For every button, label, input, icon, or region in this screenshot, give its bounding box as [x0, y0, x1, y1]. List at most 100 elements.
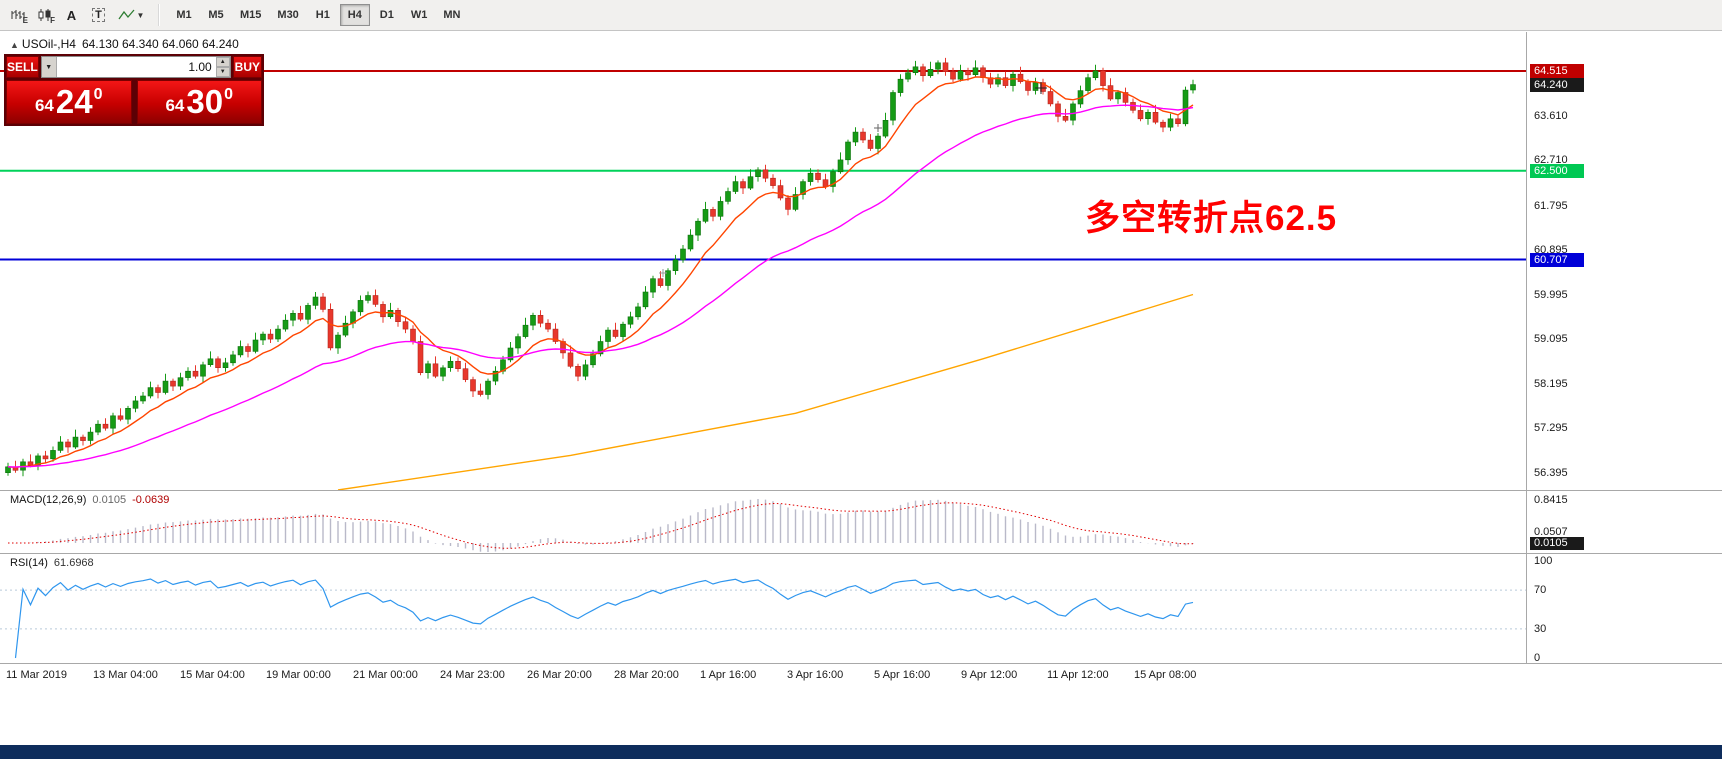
volume-dropdown-button[interactable]: ▼ [41, 57, 57, 77]
price-tick: 60.895 [1534, 244, 1568, 256]
rsi-canvas [0, 578, 1526, 659]
ask-price-prefix: 64 [165, 96, 185, 115]
price-chart[interactable]: ▲ USOil-,H4 64.130 64.340 64.060 64.240 SE… [0, 32, 1527, 490]
macd-value-badge: 0.0105 [1530, 537, 1584, 550]
timeframe-w1-button[interactable]: W1 [404, 4, 435, 26]
text-tool-button[interactable]: T [85, 3, 112, 27]
macd-axis[interactable]: 0.8415 0.0507 0.0105 [1528, 491, 1722, 553]
hline-price-badge: 60.707 [1530, 253, 1584, 267]
bar-chart-button[interactable]: E [4, 3, 31, 27]
time-label: 11 Mar 2019 [6, 669, 67, 681]
time-axis[interactable]: 11 Mar 2019 13 Mar 04:00 15 Mar 04:00 19… [0, 663, 1722, 689]
hline-price-badge: 64.515 [1530, 64, 1584, 78]
toolbar: E F A T ▼ M1 M5 M15 M30 H1 H4 [0, 0, 1722, 31]
time-label: 24 Mar 23:00 [440, 669, 505, 681]
price-tick: 56.395 [1534, 467, 1568, 479]
price-axis[interactable]: 64.515 64.240 62.500 60.707 63.610 62.71… [1528, 32, 1722, 490]
price-tick: 58.195 [1534, 378, 1568, 390]
volume-stepper: ▲ ▼ [215, 57, 230, 77]
symbol-ohlc-header: ▲ USOil-,H4 64.130 64.340 64.060 64.240 [10, 37, 239, 51]
chart-annotation-text: 多空转折点62.5 [1085, 199, 1338, 238]
hline-price-badge: 62.500 [1530, 164, 1584, 178]
volume-decrease-button[interactable]: ▼ [215, 67, 230, 77]
rsi-label: RSI(14) 61.6968 [10, 557, 94, 569]
timeframe-h1-button[interactable]: H1 [308, 4, 338, 26]
price-tick: 57.295 [1534, 422, 1568, 434]
candlestick-chart-button[interactable]: F [31, 3, 58, 27]
macd-axis-top: 0.8415 [1534, 494, 1568, 506]
rsi-chart[interactable]: RSI(14) 61.6968 [0, 554, 1527, 663]
indicator-zigzag-icon [118, 9, 135, 20]
candlestick-chart-canvas [0, 57, 1526, 490]
taskbar-strip [0, 745, 1722, 759]
price-tick: 63.610 [1534, 110, 1568, 122]
macd-canvas [8, 499, 1194, 552]
rsi-tick: 0 [1534, 652, 1541, 664]
toolbar-separator [158, 4, 160, 26]
time-label: 19 Mar 00:00 [266, 669, 331, 681]
cursor-tool-button[interactable]: A [58, 3, 85, 27]
indicators-button[interactable]: ▼ [112, 3, 150, 27]
text-tool-label: T [92, 8, 105, 22]
bar-chart-sub-label: E [22, 16, 28, 25]
rsi-tick: 30 [1534, 623, 1547, 635]
macd-main-value: 0.0105 [92, 494, 127, 506]
volume-input[interactable] [56, 57, 216, 77]
current-price-badge: 64.240 [1530, 78, 1584, 92]
ask-price-button[interactable]: 64 30 0 [136, 80, 262, 124]
rsi-value: 61.6968 [53, 557, 94, 569]
macd-signal-value: -0.0639 [132, 494, 170, 506]
buy-button[interactable]: BUY [232, 56, 262, 78]
volume-increase-button[interactable]: ▲ [215, 57, 230, 67]
volume-field-group: ▼ ▲ ▼ [40, 56, 231, 78]
macd-pane: MACD(12,26,9) 0.0105 -0.0639 0.8415 0.0507… [0, 490, 1722, 553]
cursor-tool-label: A [66, 7, 77, 23]
time-label: 3 Apr 16:00 [787, 669, 844, 681]
time-label: 11 Apr 12:00 [1047, 669, 1109, 681]
timeframe-d1-button[interactable]: D1 [372, 4, 402, 26]
chevron-down-icon: ▼ [136, 10, 145, 20]
ohlc-values: 64.130 64.340 64.060 64.240 [81, 37, 239, 51]
time-label: 15 Mar 04:00 [180, 669, 245, 681]
macd-axis-low: 0.0507 [1534, 526, 1568, 538]
price-pane: ▲ USOil-,H4 64.130 64.340 64.060 64.240 SE… [0, 32, 1722, 490]
bar-chart-icon [11, 10, 24, 19]
symbol-arrow-icon: ▲ [10, 40, 19, 50]
rsi-pane: RSI(14) 61.6968 100 70 30 0 [0, 553, 1722, 664]
time-label: 9 Apr 12:00 [961, 669, 1018, 681]
symbol-label: USOil-,H4 [21, 37, 76, 51]
candlestick-sub-label: F [50, 16, 55, 25]
time-label: 21 Mar 00:00 [353, 669, 418, 681]
price-tick: 62.710 [1534, 154, 1568, 166]
bid-price-prefix: 64 [34, 96, 54, 115]
time-label: 13 Mar 04:00 [93, 669, 158, 681]
timeframe-m1-button[interactable]: M1 [169, 4, 199, 26]
time-label: 28 Mar 20:00 [614, 669, 679, 681]
candlestick-icon [38, 9, 50, 21]
timeframe-m30-button[interactable]: M30 [270, 4, 305, 26]
rsi-tick: 100 [1534, 555, 1553, 567]
timeframe-h4-button[interactable]: H4 [339, 4, 370, 26]
price-tick: 59.095 [1534, 333, 1568, 345]
bid-price-button[interactable]: 64 24 0 [6, 80, 132, 124]
macd-label: MACD(12,26,9) 0.0105 -0.0639 [10, 494, 170, 506]
time-label: 5 Apr 16:00 [874, 669, 931, 681]
rsi-tick: 70 [1534, 584, 1547, 596]
ask-price-sup: 0 [224, 86, 234, 103]
price-tick: 59.995 [1534, 289, 1568, 301]
timeframe-mn-button[interactable]: MN [436, 4, 467, 26]
timeframe-m15-button[interactable]: M15 [233, 4, 268, 26]
bid-price-big: 24 [55, 83, 93, 120]
time-label: 15 Apr 08:00 [1134, 669, 1197, 681]
time-label: 1 Apr 16:00 [700, 669, 757, 681]
sell-button[interactable]: SELL [6, 56, 39, 78]
rsi-axis[interactable]: 100 70 30 0 [1528, 554, 1722, 664]
macd-chart[interactable]: MACD(12,26,9) 0.0105 -0.0639 [0, 491, 1527, 553]
time-label: 26 Mar 20:00 [527, 669, 592, 681]
timeframe-m5-button[interactable]: M5 [201, 4, 231, 26]
bid-price-sup: 0 [93, 86, 103, 103]
price-tick: 61.795 [1534, 200, 1568, 212]
ask-price-big: 30 [186, 83, 224, 120]
